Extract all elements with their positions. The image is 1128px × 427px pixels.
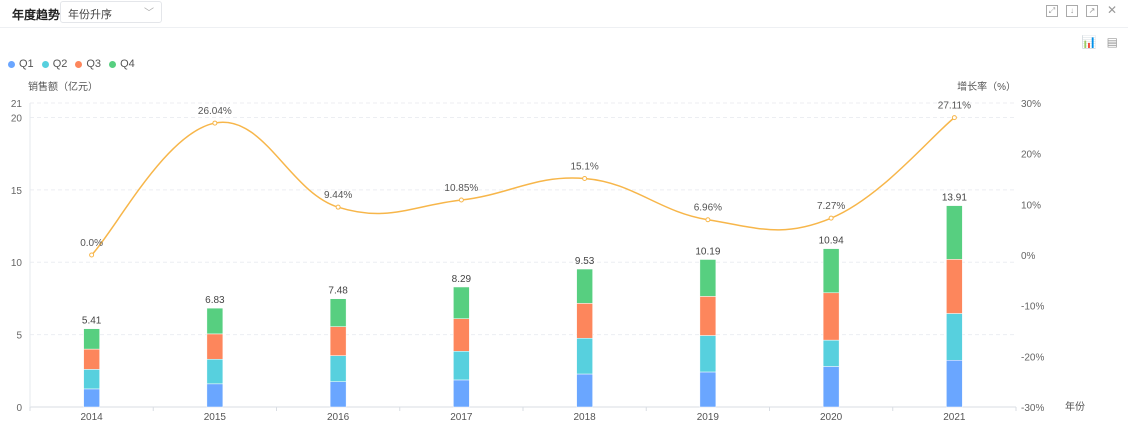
- growth-label: 7.27%: [817, 201, 845, 212]
- y-tick-label: 0: [16, 403, 22, 414]
- bar-q1: [329, 381, 347, 408]
- bar-q4: [83, 328, 100, 350]
- bar-q1: [453, 379, 470, 408]
- header: 年度趋势 年份升序 ﹀ ⤢ ↓ ↗ ✕: [0, 0, 1128, 28]
- legend-item-q1[interactable]: Q1: [8, 58, 34, 70]
- bar-q2: [453, 351, 470, 381]
- growth-point: [458, 197, 464, 203]
- bar-q1: [576, 373, 593, 408]
- y-tick-label: 20: [11, 113, 23, 124]
- bar-q2: [946, 313, 963, 361]
- bar-q1: [822, 366, 840, 408]
- bar-q2: [699, 335, 717, 373]
- bar-q1: [699, 371, 717, 408]
- x-tick-label: 2018: [574, 412, 597, 423]
- y2-tick-label: 0%: [1021, 251, 1036, 262]
- y2-tick-label: 20%: [1021, 150, 1041, 161]
- growth-point: [582, 175, 588, 181]
- growth-point: [951, 115, 957, 121]
- bar-q4: [576, 268, 593, 304]
- bar-q1: [206, 383, 224, 408]
- bar-q3: [576, 303, 593, 339]
- bar-q4: [699, 259, 717, 297]
- x-tick-label: 2017: [450, 412, 473, 423]
- x-axis-title: 年份: [1065, 400, 1085, 413]
- growth-label: 27.11%: [938, 101, 971, 112]
- bar-q3: [822, 292, 840, 341]
- bar-q3: [453, 318, 470, 352]
- x-tick-label: 2019: [697, 412, 720, 423]
- bar-q3: [329, 326, 347, 356]
- x-tick-label: 2016: [327, 412, 350, 423]
- y2-tick-label: -30%: [1021, 403, 1044, 414]
- bar-q4: [822, 248, 840, 294]
- bar-q4: [206, 307, 224, 335]
- growth-label: 9.44%: [324, 190, 352, 201]
- bar-q2: [206, 358, 224, 385]
- growth-label: 10.85%: [444, 183, 478, 194]
- y-axis-title: 销售额（亿元）: [28, 80, 98, 93]
- x-tick-label: 2014: [81, 412, 104, 423]
- bar-q2: [329, 355, 347, 382]
- y2-tick-label: -10%: [1021, 302, 1044, 313]
- panel-title: 年度趋势: [12, 8, 61, 22]
- growth-label: 15.1%: [570, 161, 598, 172]
- growth-label: 0.0%: [80, 238, 103, 249]
- bar-total-label: 5.41: [82, 316, 102, 327]
- bar-q2: [576, 337, 593, 375]
- y2-axis-title: 增长率（%）: [957, 80, 1016, 93]
- bar-q3: [699, 296, 717, 336]
- x-tick-label: 2015: [204, 412, 227, 423]
- legend-item-q4[interactable]: Q4: [109, 58, 135, 70]
- bar-total-label: 6.83: [205, 295, 225, 306]
- bar-total-label: 7.48: [328, 286, 348, 297]
- close-icon[interactable]: ✕: [1106, 3, 1118, 17]
- open-external-icon[interactable]: ↗: [1086, 5, 1098, 17]
- bar-total-label: 9.53: [575, 256, 595, 267]
- bar-q1: [946, 359, 963, 408]
- growth-point: [212, 120, 218, 126]
- chevron-down-icon: ﹀: [144, 8, 154, 19]
- x-tick-label: 2020: [820, 412, 843, 423]
- bar-q3: [946, 259, 963, 314]
- bar-q2: [822, 339, 840, 367]
- growth-label: 26.04%: [198, 106, 232, 117]
- y-tick-label: 21: [11, 99, 23, 110]
- x-tick-label: 2021: [943, 412, 966, 423]
- bar-q3: [206, 333, 224, 360]
- y2-tick-label: -20%: [1021, 352, 1044, 363]
- fullscreen-icon[interactable]: ⤢: [1046, 5, 1058, 17]
- bar-total-label: 10.94: [819, 236, 844, 247]
- bar-total-label: 13.91: [942, 193, 967, 204]
- growth-point: [89, 252, 95, 258]
- legend: Q1 Q2 Q3 Q4: [8, 58, 135, 70]
- legend-item-q2[interactable]: Q2: [41, 58, 67, 70]
- growth-point: [335, 204, 341, 210]
- growth-point: [828, 215, 834, 221]
- growth-label: 6.96%: [694, 203, 722, 214]
- bar-q4: [329, 298, 347, 327]
- bar-q3: [83, 348, 100, 370]
- y-tick-label: 15: [11, 186, 23, 197]
- table-doc-icon[interactable]: ▤: [1106, 35, 1118, 49]
- bar-q1: [83, 388, 100, 408]
- bar-q4: [946, 205, 963, 260]
- sort-select[interactable]: 年份升序 ﹀: [60, 1, 162, 23]
- y2-tick-label: 30%: [1021, 99, 1041, 110]
- y2-tick-label: 10%: [1021, 200, 1041, 211]
- bar-chart-icon[interactable]: 📊: [1081, 35, 1097, 49]
- bar-total-label: 8.29: [452, 274, 472, 285]
- growth-point: [705, 217, 711, 223]
- bar-total-label: 10.19: [695, 246, 720, 257]
- y-tick-label: 5: [16, 331, 22, 342]
- sort-select-value: 年份升序: [68, 9, 112, 21]
- bar-q4: [453, 286, 470, 319]
- bar-q2: [83, 369, 100, 390]
- download-icon[interactable]: ↓: [1066, 5, 1078, 17]
- legend-item-q3[interactable]: Q3: [75, 58, 101, 70]
- growth-line: [91, 117, 955, 256]
- y-tick-label: 10: [11, 258, 23, 269]
